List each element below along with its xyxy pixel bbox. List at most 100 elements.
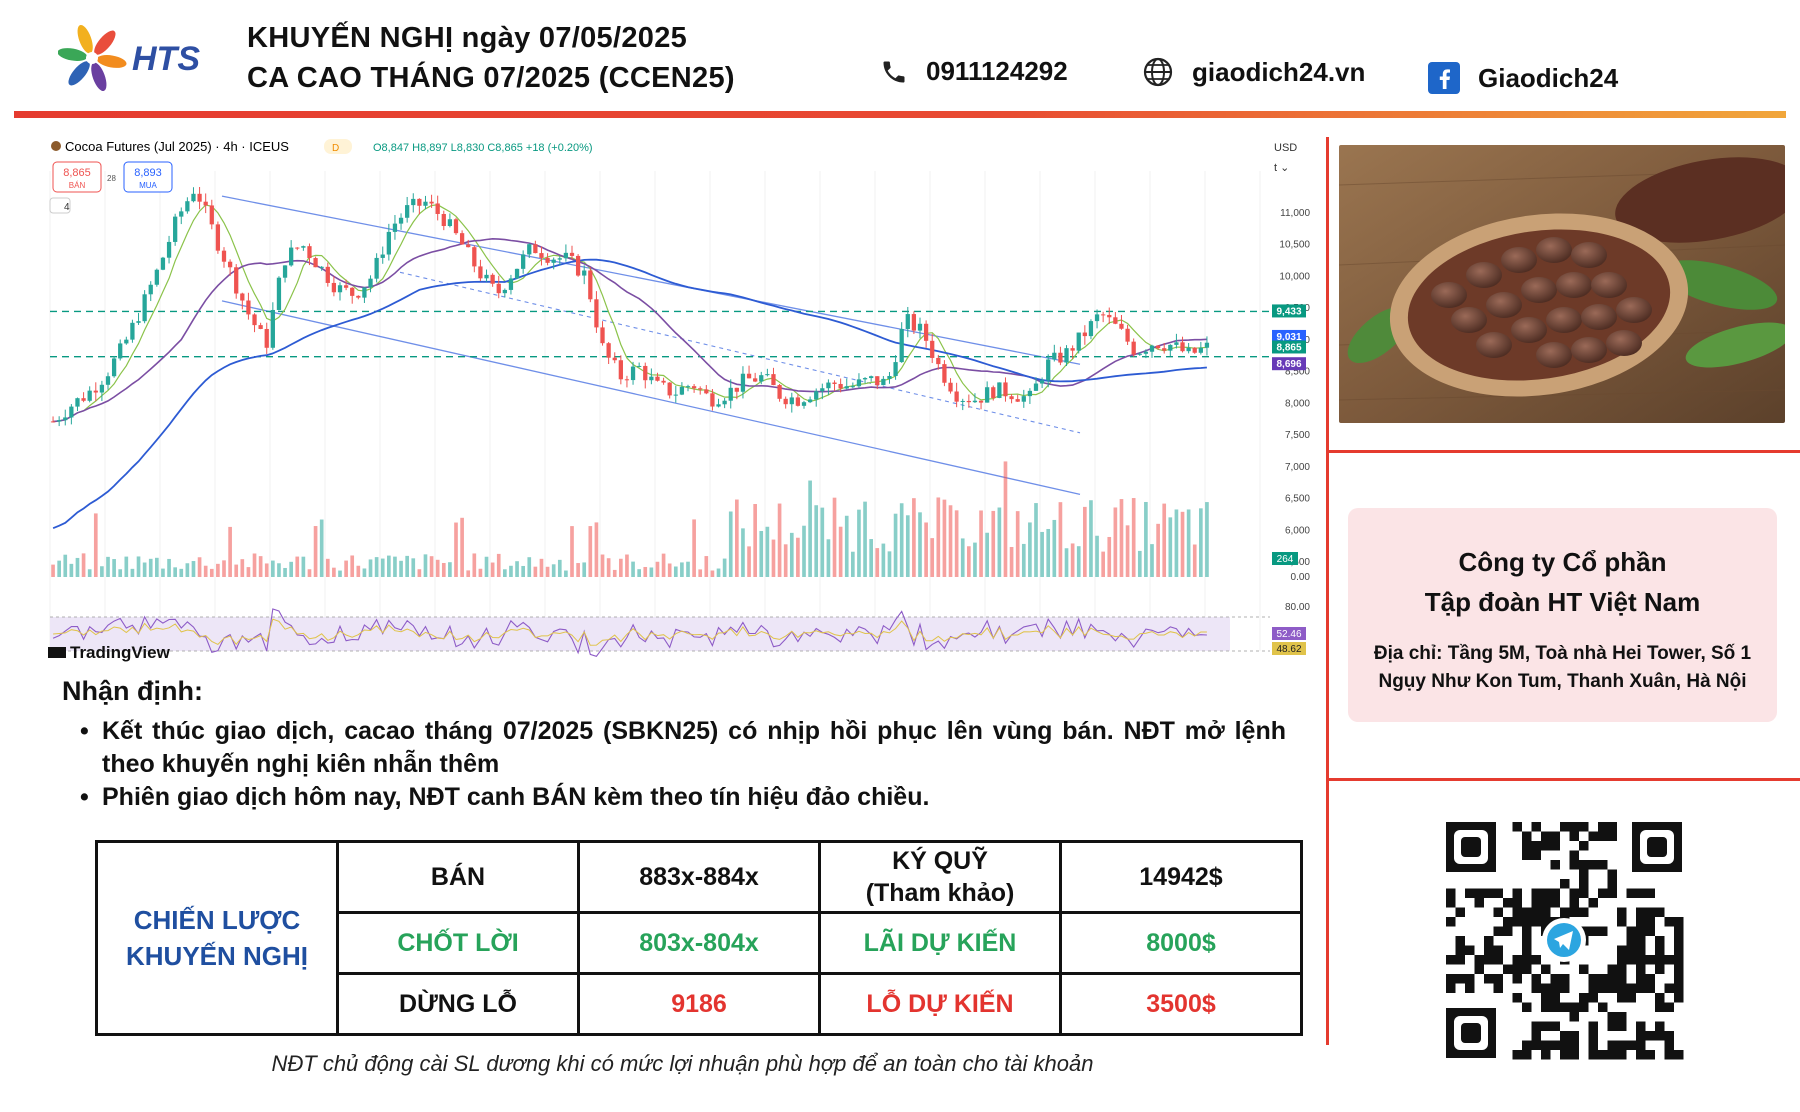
qr-module: [1560, 822, 1570, 832]
qr-module: [1550, 898, 1560, 908]
indicator-toggle[interactable]: [49, 197, 71, 214]
volume-bar: [1119, 499, 1124, 577]
volume-bar: [246, 567, 251, 577]
volume-bar: [1083, 506, 1087, 577]
volume-bar: [1070, 543, 1075, 577]
volume-bar: [820, 507, 825, 577]
qr-module: [1607, 983, 1617, 993]
sell-box[interactable]: [52, 161, 102, 193]
volume-bar: [930, 538, 935, 577]
volume-bar: [728, 511, 733, 577]
candle-body: [722, 400, 727, 405]
contact-phone[interactable]: 0911124292: [880, 56, 1068, 87]
candle-body: [649, 376, 654, 381]
volume-bar: [912, 498, 916, 577]
candle-body: [1131, 341, 1136, 355]
volume-bar: [295, 556, 300, 577]
candle-body: [795, 397, 801, 406]
qr-module: [1522, 936, 1532, 946]
contact-website[interactable]: giaodich24.vn: [1142, 56, 1365, 88]
qr-module: [1522, 945, 1532, 955]
candle-body: [185, 201, 190, 212]
qr-module: [1655, 1002, 1665, 1012]
volume-bar: [649, 567, 654, 577]
instrument-label: Cocoa Futures (Jul 2025) · 4h · ICEUS: [65, 139, 289, 154]
volume-bar: [380, 558, 385, 577]
candle-body: [582, 270, 587, 276]
volume-bar: [1205, 502, 1209, 577]
scale-select[interactable]: t ⌄: [1274, 162, 1289, 174]
qr-module: [1531, 1031, 1541, 1041]
qr-module: [1607, 1012, 1617, 1022]
volume-bar: [673, 566, 678, 577]
candle-body: [801, 402, 807, 406]
candle-body: [337, 285, 343, 293]
qr-module: [1588, 983, 1598, 993]
volume-bar: [661, 553, 666, 577]
qr-finder-top-left: [1446, 822, 1496, 872]
candle-body: [63, 417, 68, 421]
volume-bar: [1180, 511, 1185, 577]
qr-module: [1579, 1002, 1589, 1012]
volume-bar: [1156, 523, 1160, 577]
cocoa-beans: [1431, 237, 1652, 368]
qr-module: [1446, 888, 1456, 898]
candle-body: [423, 201, 428, 206]
candle-body: [1052, 352, 1057, 360]
candle-body: [331, 282, 337, 293]
currency-select[interactable]: USD: [1274, 142, 1297, 154]
volume-bar: [374, 557, 379, 577]
company-name-line1: Công ty Cổ phần: [1458, 547, 1667, 577]
qr-module: [1550, 831, 1560, 841]
candle-body: [667, 382, 672, 396]
volume-bar: [1028, 522, 1032, 577]
volume-bar: [454, 522, 458, 577]
cocoa-pod-photo: [1339, 145, 1785, 423]
volume-bar: [539, 558, 544, 577]
qr-module: [1512, 888, 1522, 898]
report-subtitle: CA CAO THÁNG 07/2025 (CCEN25): [247, 62, 735, 94]
qr-module: [1522, 831, 1532, 841]
qr-module: [1455, 945, 1465, 955]
volume-bar: [570, 526, 574, 577]
candle-body: [392, 223, 398, 232]
price-tick-label: 6,000: [1285, 525, 1310, 536]
candle-body: [569, 252, 575, 256]
candle-body: [521, 254, 526, 269]
candle-body: [429, 201, 434, 204]
candle-body: [899, 328, 904, 363]
qr-module: [1617, 907, 1627, 917]
qr-module: [1484, 945, 1494, 955]
volume-bar: [704, 556, 709, 577]
qr-module: [1664, 955, 1674, 965]
sell-label: BÁN: [69, 181, 86, 190]
buy-box[interactable]: [123, 161, 173, 193]
volume-bar: [252, 553, 257, 577]
volume-bar: [527, 557, 532, 577]
price-label-text: 9,031: [1276, 332, 1301, 343]
candle-body: [563, 252, 569, 259]
volume-bar: [582, 562, 587, 577]
strategy-table: CHIẾN LƯỢC KHUYẾN NGHỊ BÁN 883x-884x KÝ …: [95, 840, 1303, 1036]
telegram-qr-code[interactable]: [1442, 818, 1686, 1062]
qr-module: [1655, 993, 1665, 1003]
candle-body: [1192, 347, 1197, 353]
stop-loss-value: 9186: [577, 972, 821, 1036]
qr-module: [1636, 907, 1646, 917]
qr-module: [1655, 1031, 1665, 1041]
qr-module: [1541, 983, 1551, 993]
expected-profit-label: LÃI DỰ KIẾN: [818, 911, 1062, 975]
volume-bar: [100, 566, 104, 577]
contact-facebook[interactable]: Giaodich24: [1428, 62, 1618, 94]
volume-bar: [155, 557, 159, 577]
qr-module: [1636, 936, 1646, 946]
qr-module: [1541, 993, 1551, 1003]
volume-bar: [344, 560, 348, 577]
candle-body: [881, 378, 886, 386]
volume-bar: [869, 539, 873, 577]
volume-bar: [1144, 501, 1148, 577]
candle-body: [948, 382, 953, 392]
candle-body: [380, 254, 385, 258]
